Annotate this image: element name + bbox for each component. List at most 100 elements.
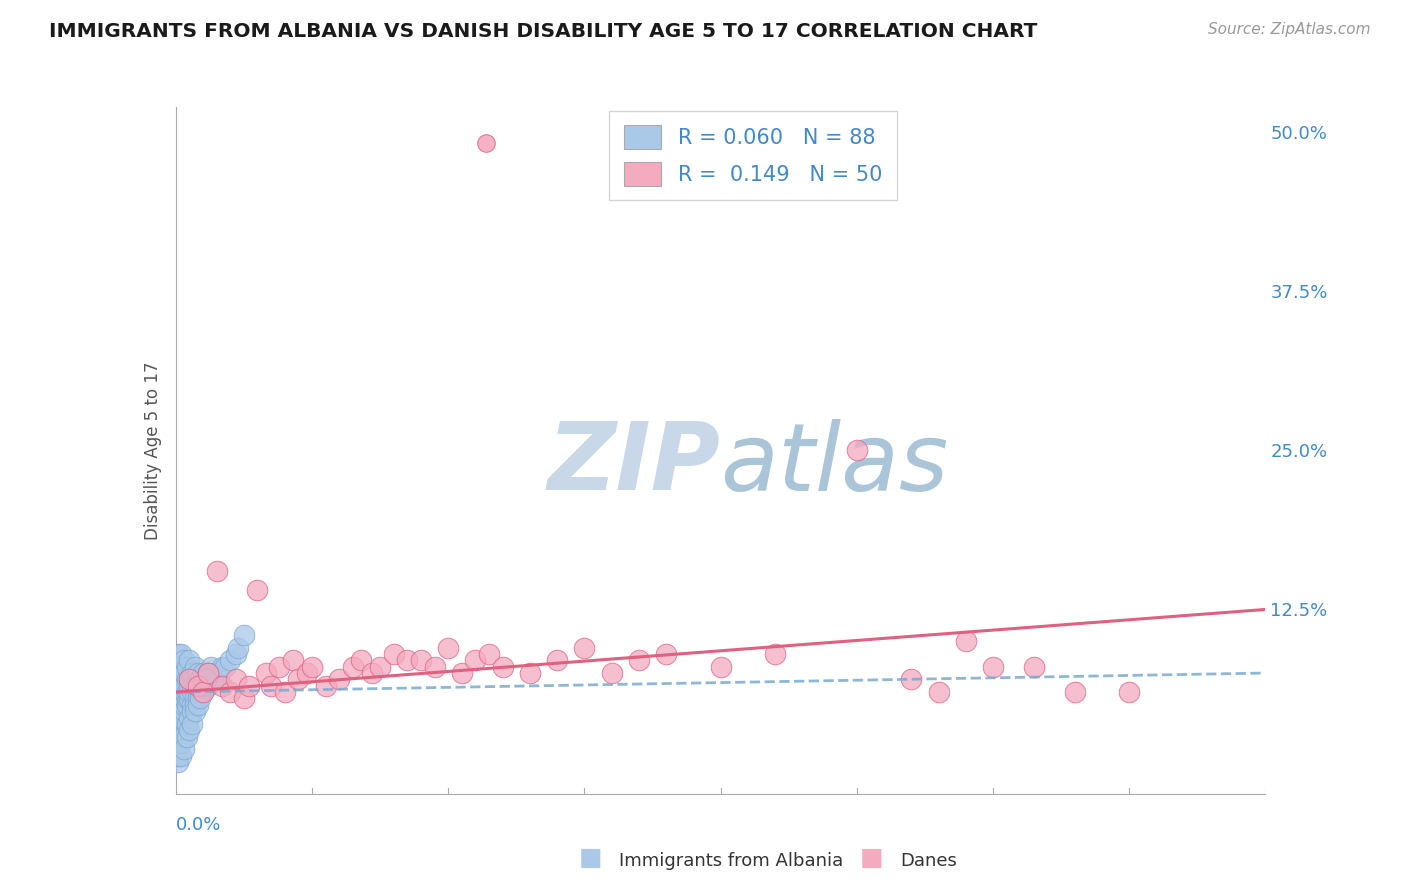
Point xyxy=(167,710,190,724)
Point xyxy=(188,691,211,706)
Point xyxy=(254,666,277,681)
Point xyxy=(186,679,209,693)
Point xyxy=(763,647,786,661)
Point xyxy=(186,691,209,706)
Point xyxy=(176,691,198,706)
Point xyxy=(450,666,472,681)
Point xyxy=(184,659,207,673)
Point xyxy=(287,673,309,687)
Point xyxy=(710,659,733,673)
Point xyxy=(176,717,198,731)
Point xyxy=(176,673,198,687)
Point xyxy=(179,710,201,724)
Point xyxy=(423,659,446,673)
Point xyxy=(173,666,195,681)
Point xyxy=(188,685,211,699)
Point xyxy=(197,666,219,681)
Point xyxy=(197,666,219,681)
Point xyxy=(200,659,222,673)
Point xyxy=(181,666,204,681)
Point xyxy=(574,640,596,655)
Point xyxy=(260,679,283,693)
Point xyxy=(1022,659,1045,673)
Point xyxy=(274,685,297,699)
Point xyxy=(191,679,214,693)
Point xyxy=(197,666,219,681)
Point xyxy=(191,679,214,693)
Point xyxy=(360,666,382,681)
Point xyxy=(194,673,217,687)
Point xyxy=(173,679,195,693)
Point xyxy=(186,685,209,699)
Text: ■: ■ xyxy=(860,846,883,870)
Point xyxy=(188,685,211,699)
Point xyxy=(655,647,678,661)
Point xyxy=(342,659,364,673)
Point xyxy=(269,659,291,673)
Point xyxy=(191,685,214,699)
Point xyxy=(1118,685,1140,699)
Point xyxy=(186,679,209,693)
Point xyxy=(211,659,233,673)
Point xyxy=(600,666,623,681)
Legend: R = 0.060   N = 88, R =  0.149   N = 50: R = 0.060 N = 88, R = 0.149 N = 50 xyxy=(609,111,897,201)
Point xyxy=(181,679,204,693)
Point xyxy=(179,691,201,706)
Point xyxy=(186,666,209,681)
Point xyxy=(202,666,225,681)
Point xyxy=(232,691,254,706)
Point xyxy=(328,673,350,687)
Point xyxy=(170,710,193,724)
Point xyxy=(173,742,195,756)
Point xyxy=(238,679,260,693)
Point xyxy=(167,666,190,681)
Point xyxy=(228,640,250,655)
Point xyxy=(188,673,211,687)
Point xyxy=(167,755,190,769)
Point xyxy=(179,653,201,667)
Point xyxy=(167,685,190,699)
Point xyxy=(181,704,204,718)
Point xyxy=(184,691,207,706)
Point xyxy=(955,634,977,648)
Point xyxy=(170,679,193,693)
Point xyxy=(167,659,190,673)
Point xyxy=(845,443,868,458)
Point xyxy=(208,673,231,687)
Text: atlas: atlas xyxy=(721,418,949,509)
Point xyxy=(170,698,193,712)
Point xyxy=(1063,685,1085,699)
Point xyxy=(191,666,214,681)
Point xyxy=(205,564,228,578)
Point xyxy=(173,685,195,699)
Point xyxy=(225,647,247,661)
Point xyxy=(981,659,1004,673)
Text: Source: ZipAtlas.com: Source: ZipAtlas.com xyxy=(1208,22,1371,37)
Y-axis label: Disability Age 5 to 17: Disability Age 5 to 17 xyxy=(143,361,162,540)
Point xyxy=(167,673,190,687)
Text: Danes: Danes xyxy=(900,852,956,870)
Point xyxy=(179,673,201,687)
Point xyxy=(186,698,209,712)
Point xyxy=(181,685,204,699)
Point xyxy=(167,698,190,712)
Text: IMMIGRANTS FROM ALBANIA VS DANISH DISABILITY AGE 5 TO 17 CORRELATION CHART: IMMIGRANTS FROM ALBANIA VS DANISH DISABI… xyxy=(49,22,1038,41)
Point xyxy=(368,659,391,673)
Point xyxy=(200,673,222,687)
Point xyxy=(173,730,195,744)
Point xyxy=(184,679,207,693)
Point xyxy=(170,647,193,661)
Point xyxy=(179,673,201,687)
Point xyxy=(194,673,217,687)
Point xyxy=(167,679,190,693)
Point xyxy=(184,704,207,718)
Point xyxy=(170,685,193,699)
Point xyxy=(281,653,304,667)
Point xyxy=(437,640,460,655)
Point xyxy=(197,679,219,693)
Point xyxy=(170,659,193,673)
Point xyxy=(167,691,190,706)
Point xyxy=(492,659,515,673)
Point xyxy=(315,679,337,693)
Point xyxy=(211,679,233,693)
